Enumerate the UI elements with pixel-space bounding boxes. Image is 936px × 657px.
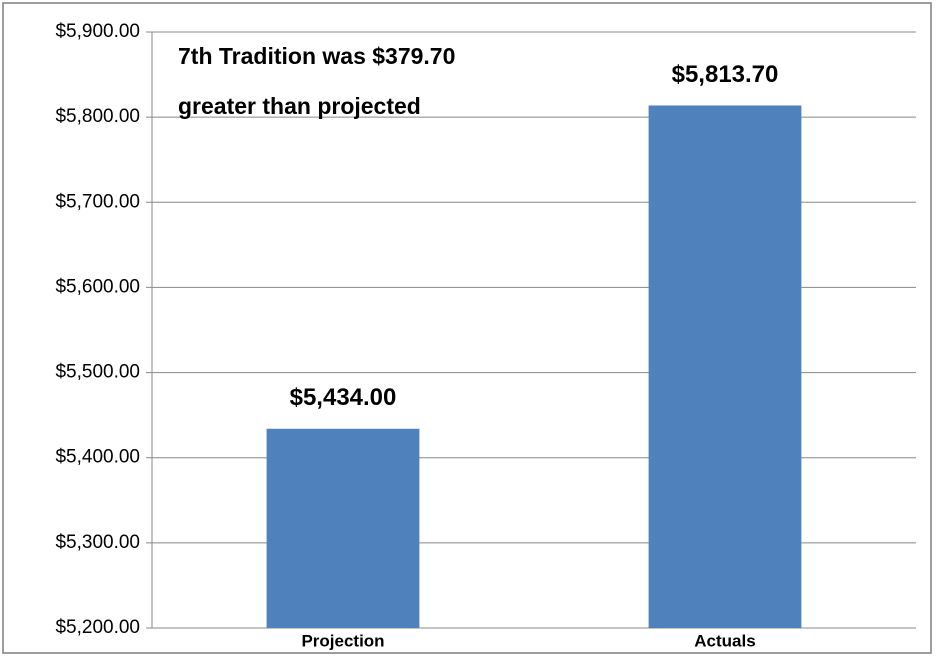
x-tick-label: Actuals [694, 631, 755, 650]
y-tick-label: $5,800.00 [55, 106, 140, 127]
y-tick-label: $5,400.00 [55, 447, 140, 468]
data-label: $5,813.70 [672, 61, 779, 88]
data-label: $5,434.00 [290, 384, 397, 411]
annotation: greater than projected [178, 93, 421, 119]
y-tick-label: $5,700.00 [55, 191, 140, 212]
bar [648, 105, 802, 629]
y-tick-label: $5,300.00 [55, 532, 140, 553]
y-tick-label: $5,600.00 [55, 276, 140, 297]
y-tick-label: $5,900.00 [55, 21, 140, 42]
annotation: 7th Tradition was $379.70 [178, 43, 455, 69]
y-tick-label: $5,500.00 [55, 362, 140, 383]
y-tick-label: $5,200.00 [55, 617, 140, 638]
x-tick-label: Projection [301, 631, 384, 650]
bar [266, 428, 420, 628]
